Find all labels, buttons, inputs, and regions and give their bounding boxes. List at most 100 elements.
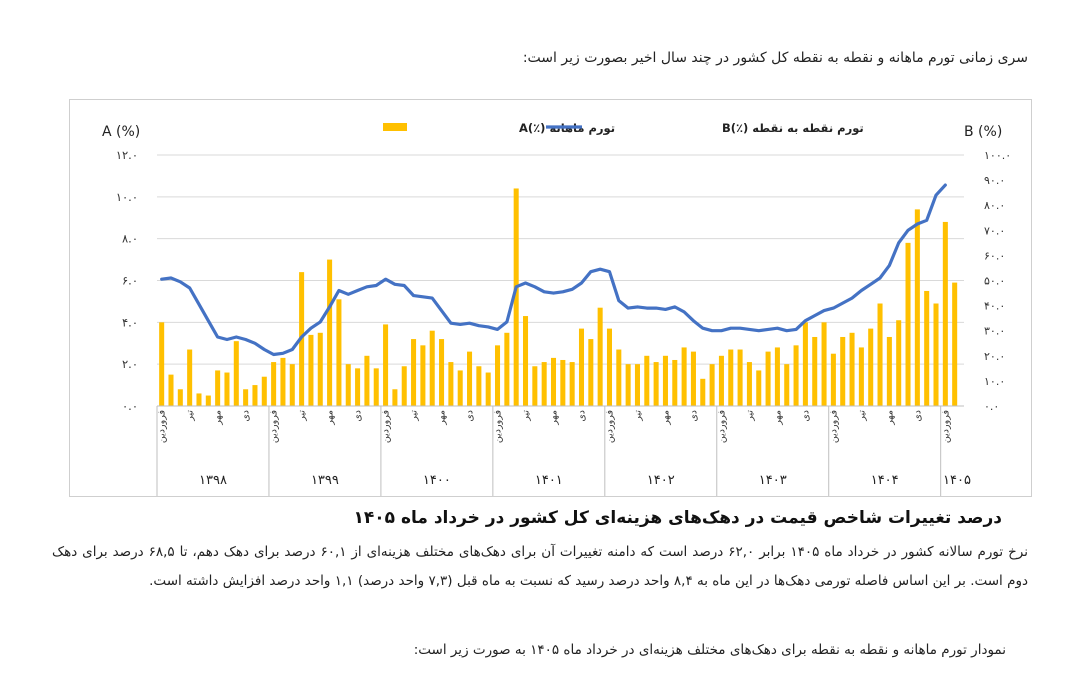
- month-tick-label: فروردین: [381, 410, 392, 443]
- bar-monthly-inflation: [215, 370, 221, 406]
- month-tick-label: تیر: [744, 410, 755, 422]
- bar-monthly-inflation: [681, 347, 687, 406]
- right-axis-tick: ۲۰.۰: [984, 350, 1005, 363]
- bar-monthly-inflation: [364, 355, 370, 406]
- bar-monthly-inflation: [541, 362, 547, 406]
- bar-monthly-inflation: [317, 332, 323, 406]
- bar-monthly-inflation: [196, 393, 202, 406]
- bar-monthly-inflation: [625, 364, 631, 406]
- bar-monthly-inflation: [345, 364, 351, 406]
- month-tick-label: فروردین: [157, 410, 168, 443]
- bar-monthly-inflation: [467, 351, 473, 406]
- bar-monthly-inflation: [849, 332, 855, 406]
- inflation-chart-svg: ۰.۰ ۲.۰ ۴.۰ ۶.۰ ۸.۰ ۱۰.۰ ۱۲.۰ ۰.۰ ۱۰.۰ ۲۰.۰ ۳۰.۰ ۴۰…: [102, 121, 1011, 496]
- bar-monthly-inflation: [830, 353, 836, 406]
- right-axis-tick: ۶۰.۰: [984, 249, 1005, 262]
- bar-monthly-inflation: [812, 336, 818, 406]
- inflation-chart: ۰.۰ ۲.۰ ۴.۰ ۶.۰ ۸.۰ ۱۰.۰ ۱۲.۰ ۰.۰ ۱۰.۰ ۲۰.۰ ۳۰.۰ ۴۰…: [69, 99, 1032, 497]
- bar-monthly-inflation: [905, 242, 911, 406]
- bar-monthly-inflation: [756, 370, 762, 406]
- bar-monthly-inflation: [327, 259, 333, 406]
- bar-monthly-inflation: [476, 366, 482, 406]
- month-tick-label: فروردین: [716, 410, 727, 443]
- bar-monthly-inflation: [485, 372, 491, 406]
- month-tick-label: مهر: [549, 410, 560, 426]
- bar-monthly-inflation: [634, 364, 640, 406]
- right-axis-tick: ۸۰.۰: [984, 199, 1005, 212]
- bar-monthly-inflation: [578, 328, 585, 406]
- bar-monthly-inflation: [765, 351, 771, 406]
- month-tick-label: مهر: [325, 410, 336, 426]
- right-axis-tick: ۱۰۰.۰: [984, 149, 1011, 162]
- year-label: ۱۴۰۰: [423, 473, 451, 488]
- bar-monthly-inflation: [672, 359, 678, 406]
- bar-monthly-inflation: [914, 209, 920, 406]
- month-tick-label: مهر: [213, 410, 224, 426]
- bar-monthly-inflation: [289, 364, 295, 406]
- right-axis-tick: ۰.۰: [984, 400, 999, 413]
- bar-monthly-inflation: [718, 355, 724, 406]
- right-axis-tick: ۴۰.۰: [984, 300, 1005, 313]
- bar-monthly-inflation: [886, 336, 892, 406]
- bar-monthly-inflation: [569, 362, 575, 406]
- bar-monthly-inflation: [420, 345, 426, 406]
- month-tick-label: مهر: [437, 410, 448, 426]
- month-tick-label: مهر: [884, 410, 895, 426]
- bar-monthly-inflation: [746, 362, 752, 406]
- year-label: ۱۴۰۵: [943, 473, 971, 488]
- bar-monthly-inflation: [280, 357, 286, 406]
- month-tick-label: فروردین: [940, 410, 951, 443]
- bar-monthly-inflation: [177, 389, 183, 406]
- right-axis-tick: ۵۰.۰: [984, 275, 1005, 288]
- month-tick-label: تیر: [297, 410, 308, 422]
- bar-monthly-inflation: [728, 349, 734, 406]
- month-tick-label: تیر: [409, 410, 420, 422]
- right-axis-tick: ۱۰.۰: [984, 375, 1005, 388]
- bar-monthly-inflation: [429, 330, 435, 406]
- bar-monthly-inflation: [233, 341, 239, 406]
- bar-monthly-inflation: [392, 389, 398, 406]
- bar-monthly-inflation: [952, 282, 958, 406]
- bar-monthly-inflation: [522, 316, 529, 406]
- right-axis-tick: ۹۰.۰: [984, 174, 1005, 187]
- bar-monthly-inflation: [868, 328, 874, 406]
- bar-monthly-inflation: [504, 332, 510, 406]
- bar-monthly-inflation: [821, 322, 827, 406]
- paragraph-chart-intro: نمودار تورم ماهانه و نقطه به نقطه برای د…: [413, 642, 1006, 658]
- bar-monthly-inflation: [457, 370, 463, 406]
- month-tick-label: تیر: [521, 410, 532, 422]
- bar-monthly-inflation: [401, 366, 407, 406]
- month-tick-label: فروردین: [493, 410, 504, 443]
- month-tick-label: دی: [241, 410, 252, 422]
- bar-monthly-inflation: [644, 355, 650, 406]
- paragraph-decile-inflation: نرخ تورم سالانه کشور در خرداد ماه ۱۴۰۵ ب…: [52, 544, 1028, 589]
- bar-monthly-inflation: [205, 395, 211, 406]
- month-tick-label: مهر: [772, 410, 783, 426]
- bar-monthly-inflation: [616, 349, 622, 406]
- year-label: ۱۳۹۸: [199, 473, 227, 488]
- legend-line-label: تورم نقطه به نقطه (٪)B: [722, 121, 864, 136]
- bar-monthly-inflation: [606, 328, 612, 406]
- left-axis-tick: ۱۰.۰: [116, 190, 138, 204]
- month-tick-label: دی: [688, 410, 699, 422]
- bar-monthly-inflation: [877, 303, 883, 406]
- bar-monthly-inflation: [383, 324, 389, 406]
- bar-monthly-inflation: [261, 376, 267, 406]
- bar-monthly-inflation: [308, 334, 314, 406]
- bar-monthly-inflation: [896, 320, 902, 406]
- bar-monthly-inflation: [793, 345, 799, 406]
- bar-monthly-inflation: [252, 385, 258, 406]
- bar-monthly-inflation: [159, 322, 165, 406]
- month-tick-label: فروردین: [605, 410, 616, 443]
- bar-monthly-inflation: [513, 188, 519, 406]
- year-label: ۱۴۰۱: [535, 473, 563, 488]
- left-axis-tick: ۸.۰: [122, 232, 138, 246]
- left-axis-tick: ۲.۰: [122, 357, 138, 371]
- bar-monthly-inflation: [858, 347, 864, 406]
- bar-monthly-inflation: [336, 299, 342, 406]
- month-tick-label: دی: [912, 410, 923, 422]
- month-tick-label: تیر: [633, 410, 644, 422]
- left-axis-tick: ۶.۰: [122, 274, 138, 288]
- bar-monthly-inflation: [243, 389, 249, 406]
- left-axis-tick: ۰.۰: [122, 399, 138, 413]
